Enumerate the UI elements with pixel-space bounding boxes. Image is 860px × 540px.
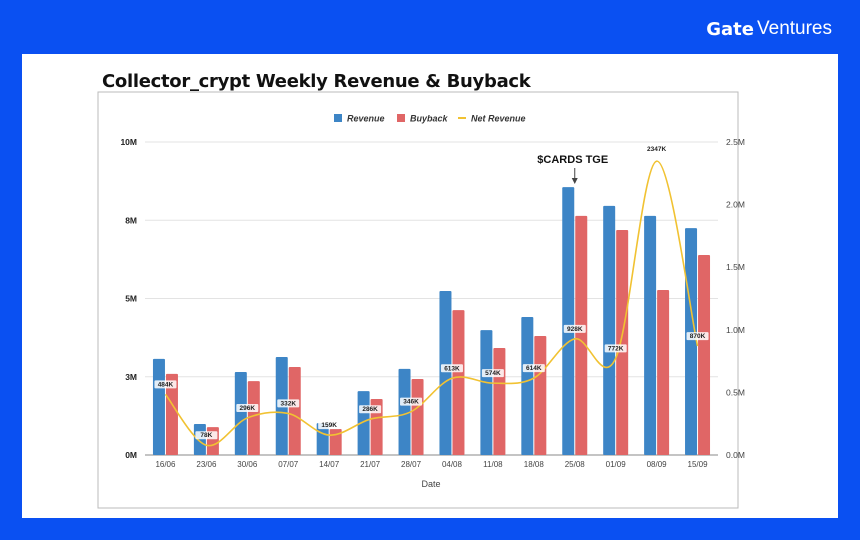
revenue-bar [152,358,165,455]
left-tick-label: 8M [125,215,137,225]
left-tick-label: 10M [120,137,137,147]
revenue-bar [603,205,616,455]
buyback-bar [657,290,670,455]
legend-item: Buyback [397,114,449,124]
svg-text:2347K: 2347K [647,146,666,153]
right-tick-label: 0.5M [726,387,745,397]
svg-text:772K: 772K [608,345,624,352]
revenue-bar [193,424,206,455]
x-tick-label: 16/06 [155,460,176,469]
revenue-bar [439,290,452,455]
x-tick-label: 21/07 [360,460,381,469]
x-tick-label: 07/07 [278,460,299,469]
revenue-bar [234,372,247,455]
tge-arrowhead [571,178,578,184]
revenue-bar [521,316,534,455]
right-tick-label: 2.5M [726,137,745,147]
x-tick-label: 14/07 [319,460,340,469]
svg-text:78K: 78K [200,432,212,439]
buyback-bar [247,381,260,455]
brand-name: Gate [706,18,754,40]
net-revenue-data-label: 870K [686,332,709,341]
svg-text:Revenue: Revenue [347,114,385,124]
legend-item: Revenue [334,114,385,124]
svg-text:Net Revenue: Net Revenue [471,114,526,124]
buyback-bar [288,367,301,455]
x-tick-label: 08/09 [647,460,668,469]
svg-text:614K: 614K [526,365,542,372]
revenue-bar [562,187,575,455]
net-revenue-data-label: 78K [195,431,218,440]
net-revenue-data-label: 614K [522,364,545,373]
page-title: Collector_crypt Weekly Revenue & Buyback [102,71,531,92]
svg-text:574K: 574K [485,370,501,377]
right-tick-label: 1.5M [726,262,745,272]
x-tick-label: 25/08 [565,460,586,469]
buyback-bar [534,336,547,455]
buyback-bar [698,254,711,455]
net-revenue-data-label: 286K [359,405,382,414]
svg-text:296K: 296K [240,405,256,412]
svg-text:Buyback: Buyback [410,114,449,124]
net-revenue-line [164,160,699,447]
x-tick-label: 11/08 [483,460,503,469]
legend-swatch [397,114,405,122]
left-tick-label: 3M [125,372,137,382]
left-tick-label: 5M [125,294,137,304]
net-revenue-data-label: 296K [236,403,259,412]
buyback-bar [411,378,424,455]
brand-logo: Gate Ventures [706,18,832,40]
net-revenue-data-label: 346K [400,397,423,406]
svg-text:159K: 159K [321,422,337,429]
x-tick-label: 18/08 [524,460,545,469]
svg-text:928K: 928K [567,326,583,333]
revenue-bar [685,228,698,455]
net-revenue-data-label: 332K [277,399,300,408]
svg-text:870K: 870K [690,333,706,340]
net-revenue-data-label: 928K [563,324,586,333]
left-tick-label: 0M [125,450,137,460]
net-revenue-data-label: 2347K [647,146,666,153]
net-revenue-data-label: 772K [604,344,627,353]
net-revenue-data-label: 613K [440,364,463,373]
buyback-bar [493,347,506,455]
svg-text:332K: 332K [280,400,296,407]
x-axis-label: Date [421,479,440,489]
x-tick-label: 30/06 [237,460,258,469]
svg-text:613K: 613K [444,365,460,372]
tge-annotation: $CARDS TGE [537,154,608,166]
legend-swatch [334,114,342,122]
brand-suffix: Ventures [757,18,832,39]
svg-text:346K: 346K [403,399,419,406]
buyback-bar [165,373,178,455]
x-tick-label: 23/06 [196,460,217,469]
revenue-bar [644,215,657,455]
revenue-bar [480,330,493,455]
buyback-bar [452,310,465,455]
net-revenue-data-label: 574K [481,369,504,378]
net-revenue-data-label: 159K [318,421,341,430]
x-tick-label: 15/09 [688,460,709,469]
legend-item: Net Revenue [458,114,526,124]
buyback-bar [575,215,588,455]
svg-text:286K: 286K [362,406,378,413]
right-tick-label: 2.0M [726,200,745,210]
revenue-bar [398,368,411,455]
svg-text:484K: 484K [158,381,174,388]
x-tick-label: 28/07 [401,460,422,469]
right-tick-label: 1.0M [726,325,745,335]
net-revenue-data-label: 484K [154,380,177,389]
buyback-bar [616,229,629,455]
right-tick-label: 0.0M [726,450,745,460]
x-tick-label: 04/08 [442,460,463,469]
x-tick-label: 01/09 [606,460,627,469]
